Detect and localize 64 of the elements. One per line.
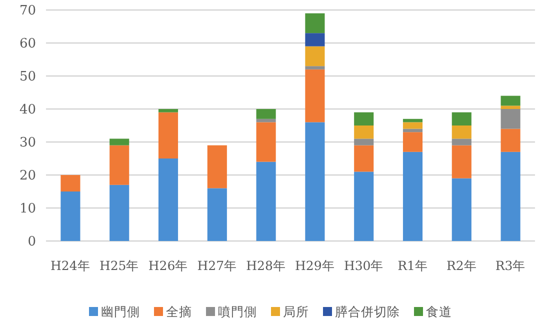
- bar: [500, 109, 520, 129]
- bar: [256, 162, 276, 241]
- bar: [207, 145, 227, 188]
- x-tick-label: H26年: [148, 258, 188, 273]
- bar: [256, 109, 276, 119]
- bar: [452, 138, 472, 146]
- x-tick-label: R1年: [398, 258, 428, 273]
- bar: [402, 152, 423, 241]
- bar: [354, 126, 374, 139]
- legend-label: 全摘: [166, 304, 192, 319]
- legend-label: 噴門側: [218, 304, 257, 319]
- y-tick-label: 10: [19, 202, 36, 217]
- y-tick-label: 60: [19, 36, 36, 52]
- bar: [110, 184, 130, 241]
- bar: [402, 122, 423, 129]
- y-tick-label: 70: [19, 4, 36, 19]
- bar: [452, 126, 472, 139]
- bar: [305, 46, 325, 66]
- bar: [354, 112, 374, 126]
- x-tick-label: H24年: [50, 258, 90, 273]
- x-tick-label: H25年: [99, 258, 140, 273]
- bar: [500, 128, 520, 152]
- bar: [60, 175, 80, 192]
- bar: [354, 145, 374, 172]
- bar: [158, 158, 178, 241]
- bar: [207, 188, 227, 241]
- bar: [452, 112, 472, 126]
- x-tick-label: H28年: [246, 258, 286, 273]
- bar: [452, 178, 472, 241]
- bar: [354, 172, 374, 241]
- bar: [500, 96, 520, 106]
- bar: [452, 145, 472, 178]
- y-tick-label: 40: [19, 102, 36, 118]
- bar: [305, 69, 325, 122]
- y-tick-label: 0: [28, 234, 36, 250]
- x-tick-label: H27年: [197, 258, 238, 273]
- bar: [256, 122, 276, 162]
- bar: [256, 118, 276, 122]
- x-tick-label: H30年: [344, 258, 384, 273]
- legend-label: 膵合併切除: [335, 304, 400, 319]
- bar: [402, 132, 423, 152]
- bar: [158, 112, 178, 158]
- bar: [158, 109, 178, 112]
- bar: [402, 118, 423, 122]
- x-tick-label: H29年: [295, 258, 335, 273]
- bar: [110, 145, 130, 185]
- legend-label: 食道: [426, 304, 452, 319]
- bar: [110, 138, 130, 146]
- y-tick-label: 30: [19, 136, 36, 151]
- bar: [305, 122, 325, 241]
- y-tick-label: 20: [19, 168, 36, 184]
- x-tick-label: R3年: [495, 258, 526, 273]
- bar: [305, 33, 325, 46]
- bar: [305, 13, 325, 34]
- legend-label: 幽門側: [101, 304, 140, 319]
- bar: [500, 152, 520, 241]
- y-tick-label: 50: [19, 70, 36, 85]
- bar: [354, 138, 374, 146]
- bar: [402, 128, 423, 132]
- legend-label: 局所: [283, 304, 309, 319]
- x-tick-label: R2年: [446, 258, 477, 273]
- bar: [305, 66, 325, 70]
- bar: [500, 106, 520, 109]
- bar: [60, 192, 80, 241]
